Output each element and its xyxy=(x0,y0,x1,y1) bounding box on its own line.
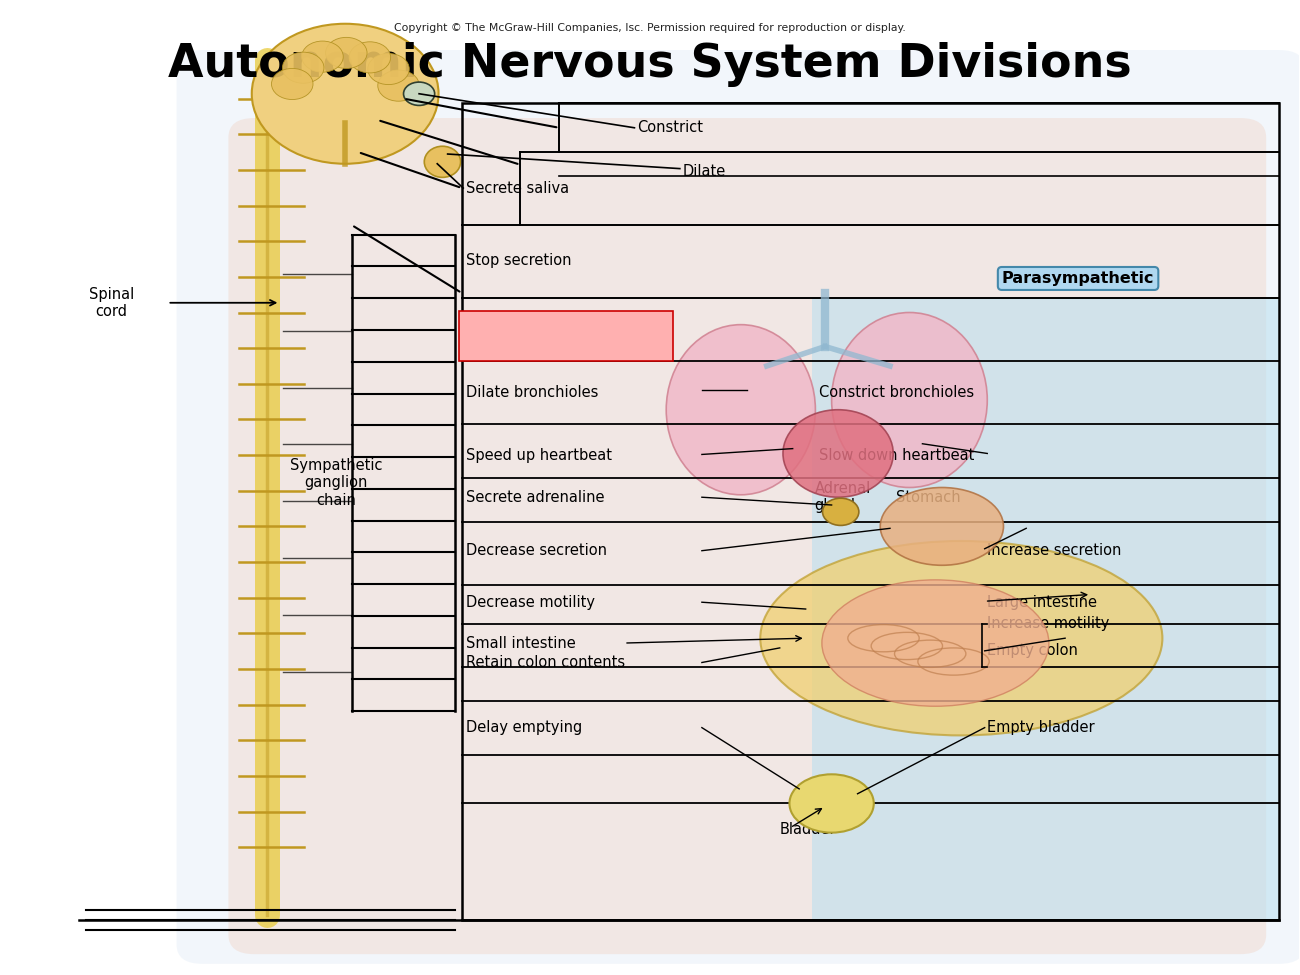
Text: Bladder: Bladder xyxy=(780,822,836,838)
Bar xyxy=(462,103,1279,920)
Text: Increase secretion: Increase secretion xyxy=(987,543,1122,559)
FancyBboxPatch shape xyxy=(459,311,673,361)
Text: Speed up heartbeat: Speed up heartbeat xyxy=(465,448,612,463)
Text: Secrete adrenaline: Secrete adrenaline xyxy=(465,489,604,505)
Text: Empty colon: Empty colon xyxy=(987,644,1078,658)
Circle shape xyxy=(272,68,313,99)
Text: Dilate: Dilate xyxy=(682,164,725,179)
Text: Retain colon contents: Retain colon contents xyxy=(465,655,625,670)
Text: Constrict bronchioles: Constrict bronchioles xyxy=(819,385,974,400)
Circle shape xyxy=(403,82,434,105)
Circle shape xyxy=(378,70,420,101)
Text: Spinal
cord: Spinal cord xyxy=(88,287,134,319)
Text: Autonomic Nervous System Divisions: Autonomic Nervous System Divisions xyxy=(168,42,1132,87)
Ellipse shape xyxy=(823,498,859,526)
Ellipse shape xyxy=(760,541,1162,735)
Bar xyxy=(812,298,1279,920)
Text: Stop secretion: Stop secretion xyxy=(465,254,571,268)
Text: Decrease motility: Decrease motility xyxy=(465,595,595,609)
Text: Copyright © The McGraw-Hill Companies, Isc. Permission required for reproduction: Copyright © The McGraw-Hill Companies, I… xyxy=(394,22,906,33)
Circle shape xyxy=(368,54,410,85)
Ellipse shape xyxy=(832,313,987,488)
Circle shape xyxy=(252,23,438,164)
Circle shape xyxy=(325,37,367,68)
Ellipse shape xyxy=(880,488,1004,566)
Text: Increase motility: Increase motility xyxy=(987,616,1110,631)
Ellipse shape xyxy=(424,146,460,177)
Text: Decrease secretion: Decrease secretion xyxy=(465,543,607,559)
Ellipse shape xyxy=(783,410,893,497)
Text: Slow down heartbeat: Slow down heartbeat xyxy=(819,448,974,463)
Ellipse shape xyxy=(789,774,874,833)
Text: Dilate bronchioles: Dilate bronchioles xyxy=(465,385,598,400)
FancyBboxPatch shape xyxy=(229,118,1266,955)
Text: Constrict: Constrict xyxy=(637,120,703,136)
Circle shape xyxy=(350,42,390,73)
Text: Parasympathetic: Parasympathetic xyxy=(1002,271,1154,286)
Text: Delay emptying: Delay emptying xyxy=(465,721,582,735)
Circle shape xyxy=(302,41,343,72)
Text: Small intestine: Small intestine xyxy=(465,636,576,650)
Text: Adrenal
gland: Adrenal gland xyxy=(815,481,871,514)
Text: Large intestine: Large intestine xyxy=(987,595,1097,609)
Text: Stomach: Stomach xyxy=(897,489,961,505)
Text: Empty bladder: Empty bladder xyxy=(987,721,1095,735)
FancyBboxPatch shape xyxy=(177,50,1300,964)
Circle shape xyxy=(282,52,324,83)
Text: Secrete saliva: Secrete saliva xyxy=(465,180,569,196)
Text: Sympathetic: Sympathetic xyxy=(514,334,637,353)
Ellipse shape xyxy=(822,580,1049,706)
Ellipse shape xyxy=(666,325,815,494)
Text: Sympathetic
ganglion
chain: Sympathetic ganglion chain xyxy=(290,457,382,508)
